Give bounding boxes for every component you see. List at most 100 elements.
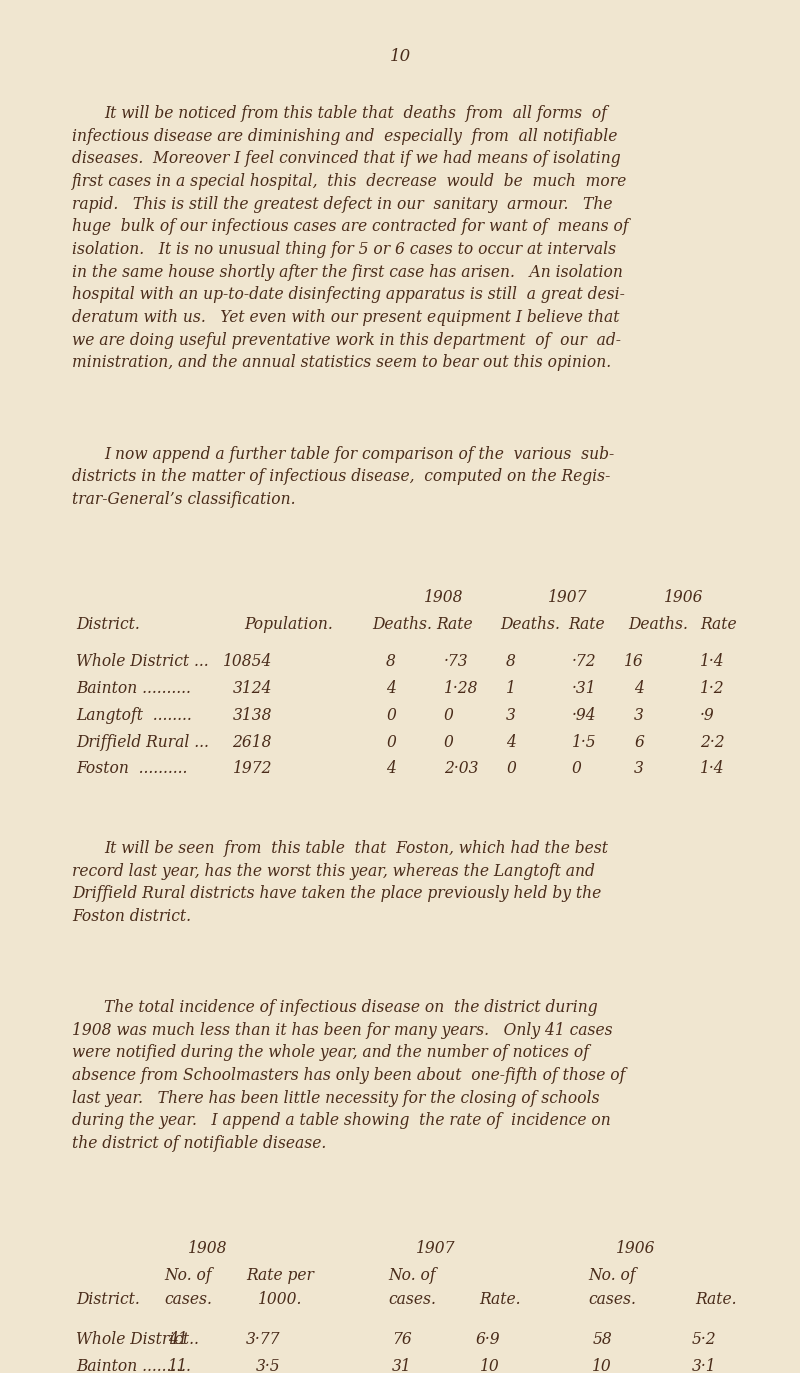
Text: Deaths.: Deaths. <box>500 615 560 633</box>
Text: huge  bulk of our infectious cases are contracted for want of  means of: huge bulk of our infectious cases are co… <box>72 218 629 235</box>
Text: 4: 4 <box>386 680 396 697</box>
Text: 0: 0 <box>386 707 396 724</box>
Text: diseases.  Moreover I feel convinced that if we had means of isolating: diseases. Moreover I feel convinced that… <box>72 150 621 168</box>
Text: record last year, has the worst this year, whereas the Langtoft and: record last year, has the worst this yea… <box>72 862 595 880</box>
Text: 4: 4 <box>634 680 644 697</box>
Text: ·31: ·31 <box>572 680 597 697</box>
Text: No. of: No. of <box>164 1267 212 1284</box>
Text: 2618: 2618 <box>233 733 272 751</box>
Text: 6·9: 6·9 <box>475 1330 500 1348</box>
Text: No. of: No. of <box>588 1267 636 1284</box>
Text: 3138: 3138 <box>233 707 272 724</box>
Text: 1907: 1907 <box>416 1240 456 1258</box>
Text: cases.: cases. <box>164 1291 212 1308</box>
Text: 10854: 10854 <box>222 654 272 670</box>
Text: 1·4: 1·4 <box>700 654 725 670</box>
Text: 1908 was much less than it has been for many years.   Only 41 cases: 1908 was much less than it has been for … <box>72 1022 613 1039</box>
Text: Whole District ...: Whole District ... <box>76 654 209 670</box>
Text: 0: 0 <box>506 761 516 777</box>
Text: 8: 8 <box>386 654 396 670</box>
Text: cases.: cases. <box>388 1291 436 1308</box>
Text: 3·77: 3·77 <box>246 1330 280 1348</box>
Text: ·9: ·9 <box>700 707 714 724</box>
Text: 1000.: 1000. <box>258 1291 302 1308</box>
Text: Whole District..: Whole District.. <box>76 1330 199 1348</box>
Text: in the same house shortly after the first case has arisen.   An isolation: in the same house shortly after the firs… <box>72 264 623 280</box>
Text: isolation.   It is no unusual thing for 5 or 6 cases to occur at intervals: isolation. It is no unusual thing for 5 … <box>72 240 616 258</box>
Text: Langtoft  ........: Langtoft ........ <box>76 707 192 724</box>
Text: 41: 41 <box>168 1330 188 1348</box>
Text: 1·4: 1·4 <box>700 761 725 777</box>
Text: Foston  ..........: Foston .......... <box>76 761 187 777</box>
Text: 58: 58 <box>592 1330 612 1348</box>
Text: 3124: 3124 <box>233 680 272 697</box>
Text: 3: 3 <box>634 707 644 724</box>
Text: 0: 0 <box>386 733 396 751</box>
Text: District.: District. <box>76 615 140 633</box>
Text: 31: 31 <box>392 1358 412 1373</box>
Text: 1906: 1906 <box>664 589 704 605</box>
Text: 1·5: 1·5 <box>572 733 597 751</box>
Text: ·72: ·72 <box>572 654 597 670</box>
Text: Rate: Rate <box>700 615 737 633</box>
Text: 1: 1 <box>506 680 516 697</box>
Text: ministration, and the annual statistics seem to bear out this opinion.: ministration, and the annual statistics … <box>72 354 611 371</box>
Text: 1907: 1907 <box>548 589 588 605</box>
Text: 1908: 1908 <box>188 1240 228 1258</box>
Text: infectious disease are diminishing and  especially  from  all notifiable: infectious disease are diminishing and e… <box>72 128 618 144</box>
Text: 3·5: 3·5 <box>255 1358 280 1373</box>
Text: Rate.: Rate. <box>479 1291 521 1308</box>
Text: 0: 0 <box>444 733 454 751</box>
Text: 10: 10 <box>592 1358 612 1373</box>
Text: It will be noticed from this table that  deaths  from  all forms  of: It will be noticed from this table that … <box>104 104 607 122</box>
Text: cases.: cases. <box>588 1291 636 1308</box>
Text: were notified during the whole year, and the number of notices of: were notified during the whole year, and… <box>72 1045 589 1061</box>
Text: Deaths.: Deaths. <box>628 615 688 633</box>
Text: ·73: ·73 <box>444 654 469 670</box>
Text: 10: 10 <box>390 48 410 65</box>
Text: 1908: 1908 <box>424 589 464 605</box>
Text: The total incidence of infectious disease on  the district during: The total incidence of infectious diseas… <box>104 1000 598 1016</box>
Text: absence from Schoolmasters has only been about  one-fifth of those of: absence from Schoolmasters has only been… <box>72 1067 626 1085</box>
Text: we are doing useful preventative work in this department  of  our  ad-: we are doing useful preventative work in… <box>72 331 621 349</box>
Text: 10: 10 <box>480 1358 500 1373</box>
Text: It will be seen  from  this table  that  Foston, which had the best: It will be seen from this table that Fos… <box>104 840 608 857</box>
Text: I now append a further table for comparison of the  various  sub-: I now append a further table for compari… <box>104 445 614 463</box>
Text: Population.: Population. <box>244 615 333 633</box>
Text: 3: 3 <box>506 707 516 724</box>
Text: Driffield Rural ...: Driffield Rural ... <box>76 733 209 751</box>
Text: 0: 0 <box>444 707 454 724</box>
Text: Rate: Rate <box>436 615 473 633</box>
Text: Rate.: Rate. <box>695 1291 737 1308</box>
Text: trar-General’s classification.: trar-General’s classification. <box>72 490 295 508</box>
Text: 3·1: 3·1 <box>691 1358 716 1373</box>
Text: 16: 16 <box>624 654 644 670</box>
Text: 76: 76 <box>392 1330 412 1348</box>
Text: 1972: 1972 <box>233 761 272 777</box>
Text: 1·28: 1·28 <box>444 680 478 697</box>
Text: hospital with an up-to-date disinfecting apparatus is still  a great desi-: hospital with an up-to-date disinfecting… <box>72 286 625 303</box>
Text: 3: 3 <box>634 761 644 777</box>
Text: 4: 4 <box>506 733 516 751</box>
Text: ·94: ·94 <box>572 707 597 724</box>
Text: the district of notifiable disease.: the district of notifiable disease. <box>72 1135 326 1152</box>
Text: last year.   There has been little necessity for the closing of schools: last year. There has been little necessi… <box>72 1090 600 1107</box>
Text: Rate per: Rate per <box>246 1267 314 1284</box>
Text: rapid.   This is still the greatest defect in our  sanitary  armour.   The: rapid. This is still the greatest defect… <box>72 195 613 213</box>
Text: 0: 0 <box>572 761 582 777</box>
Text: 5·2: 5·2 <box>691 1330 716 1348</box>
Text: Bainton ..........: Bainton .......... <box>76 680 191 697</box>
Text: during the year.   I append a table showing  the rate of  incidence on: during the year. I append a table showin… <box>72 1112 610 1130</box>
Text: 4: 4 <box>386 761 396 777</box>
Text: 1·2: 1·2 <box>700 680 725 697</box>
Text: 1906: 1906 <box>616 1240 656 1258</box>
Text: 6: 6 <box>634 733 644 751</box>
Text: Driffield Rural districts have taken the place previously held by the: Driffield Rural districts have taken the… <box>72 886 602 902</box>
Text: first cases in a special hospital,  this  decrease  would  be  much  more: first cases in a special hospital, this … <box>72 173 627 189</box>
Text: Rate: Rate <box>568 615 605 633</box>
Text: 2·03: 2·03 <box>444 761 478 777</box>
Text: Foston district.: Foston district. <box>72 908 191 925</box>
Text: districts in the matter of infectious disease,  computed on the Regis-: districts in the matter of infectious di… <box>72 468 610 485</box>
Text: 2·2: 2·2 <box>700 733 725 751</box>
Text: 8: 8 <box>506 654 516 670</box>
